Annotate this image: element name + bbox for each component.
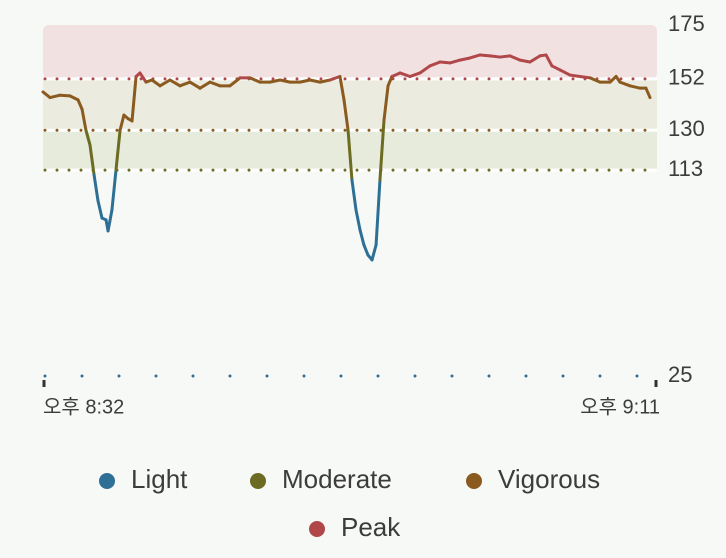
heart-rate-line bbox=[208, 80, 222, 88]
heart-rate-line bbox=[150, 78, 162, 88]
heart-rate-line bbox=[130, 74, 138, 123]
heart-rate-line bbox=[110, 168, 118, 212]
heart-rate-line bbox=[308, 78, 322, 84]
heart-rate-line bbox=[76, 98, 84, 111]
heart-rate-line bbox=[278, 78, 292, 84]
heart-rate-line bbox=[362, 243, 370, 257]
heart-rate-line bbox=[558, 68, 572, 77]
heart-rate-line bbox=[358, 228, 366, 247]
heart-rate-line bbox=[578, 74, 592, 80]
heart-rate-line bbox=[68, 94, 80, 102]
heart-rate-line bbox=[518, 58, 532, 64]
heart-rate-line bbox=[508, 54, 522, 62]
heart-rate-line bbox=[168, 78, 182, 88]
heart-rate-line bbox=[468, 53, 482, 60]
legend-swatch bbox=[309, 521, 325, 537]
y-tick-label: 25 bbox=[668, 362, 692, 387]
legend-swatch bbox=[466, 473, 482, 489]
heart-rate-line bbox=[428, 60, 442, 68]
heart-rate-line bbox=[378, 118, 386, 182]
heart-rate-line bbox=[92, 173, 100, 202]
heart-rate-line bbox=[346, 128, 354, 182]
heart-rate-line bbox=[328, 74, 342, 82]
y-tick-label: 175 bbox=[668, 11, 705, 36]
heart-rate-line bbox=[528, 54, 542, 64]
heart-rate-line bbox=[138, 71, 148, 84]
heart-rate-line bbox=[374, 178, 382, 247]
heart-rate-line bbox=[382, 84, 390, 122]
heart-rate-line bbox=[58, 93, 72, 98]
heart-rate-line bbox=[398, 71, 412, 78]
heart-rate-line bbox=[80, 107, 88, 132]
heart-rate-line bbox=[158, 78, 172, 88]
heart-rate-line bbox=[114, 128, 122, 172]
zone-band bbox=[43, 25, 657, 79]
heart-rate-line bbox=[550, 64, 562, 72]
heart-rate-line bbox=[488, 54, 502, 59]
y-tick-label: 130 bbox=[668, 116, 705, 141]
heart-rate-line bbox=[178, 80, 192, 88]
heart-rate-line bbox=[544, 53, 554, 68]
heart-rate-line bbox=[408, 71, 422, 78]
heart-rate-line bbox=[84, 128, 92, 147]
heart-rate-line bbox=[458, 56, 472, 62]
heart-rate-line bbox=[498, 54, 512, 59]
heart-rate-line bbox=[568, 73, 582, 78]
heart-rate-line bbox=[338, 74, 346, 102]
y-tick-label: 152 bbox=[668, 65, 705, 90]
heart-rate-line bbox=[188, 80, 202, 90]
heart-rate-line bbox=[88, 143, 96, 177]
legend-label: Vigorous bbox=[498, 464, 600, 494]
heart-rate-line bbox=[318, 78, 332, 84]
legend-swatch bbox=[99, 473, 115, 489]
x-tick-label: 오후 9:11 bbox=[580, 395, 660, 418]
legend-swatch bbox=[250, 473, 266, 489]
y-tick-label: 113 bbox=[668, 156, 703, 181]
heart-rate-line bbox=[386, 74, 394, 88]
heart-rate-line bbox=[198, 80, 212, 90]
heart-rate-line bbox=[370, 243, 378, 262]
heart-rate-line bbox=[448, 58, 462, 65]
heart-rate-line bbox=[228, 76, 242, 88]
legend-label: Light bbox=[131, 464, 188, 494]
heart-rate-line bbox=[248, 76, 262, 84]
zone-band bbox=[43, 78, 657, 131]
heart-rate-line bbox=[628, 84, 642, 90]
heart-rate-line bbox=[106, 208, 114, 233]
heart-rate-line bbox=[478, 53, 492, 58]
heart-rate-line bbox=[418, 64, 432, 75]
heart-rate-line bbox=[268, 78, 282, 84]
heart-rate-line bbox=[644, 86, 652, 100]
heart-rate-line bbox=[48, 93, 62, 100]
heart-rate-line bbox=[588, 76, 602, 84]
heart-rate-line bbox=[298, 78, 312, 84]
heart-rate-line bbox=[118, 113, 126, 132]
heart-rate-line bbox=[342, 98, 350, 132]
heart-rate-line bbox=[618, 80, 632, 88]
heart-rate-line bbox=[96, 199, 104, 220]
heart-rate-line bbox=[354, 208, 362, 232]
legend-label: Peak bbox=[341, 512, 401, 542]
heart-rate-line bbox=[438, 60, 452, 65]
heart-rate-line bbox=[350, 178, 358, 212]
x-tick-label: 오후 8:32 bbox=[43, 395, 124, 418]
legend-label: Moderate bbox=[282, 464, 392, 494]
